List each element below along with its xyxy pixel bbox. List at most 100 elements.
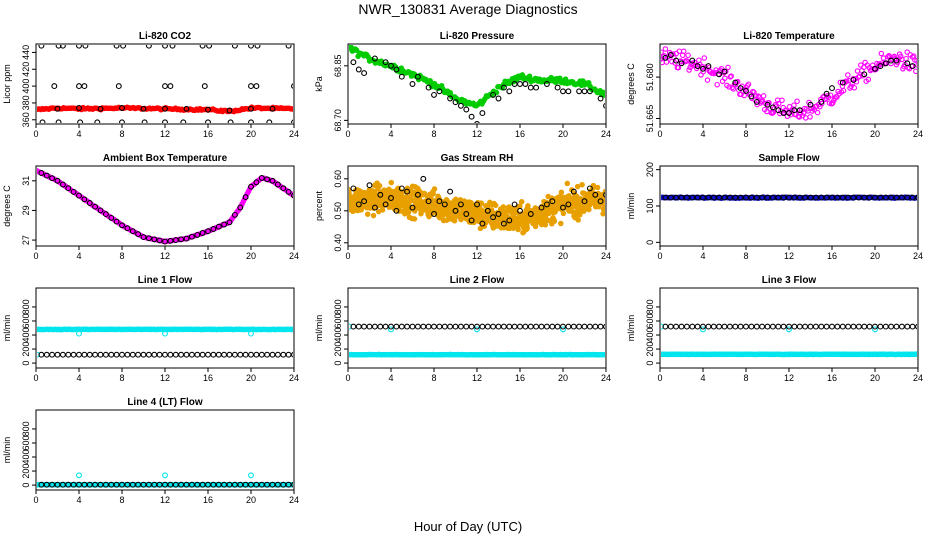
hourly-point [500,84,507,91]
hourly-point [237,204,244,211]
hourly-point [167,351,174,358]
hourly-point [425,323,432,330]
hourly-point [764,323,771,330]
hourly-point [102,481,109,488]
hourly-point [371,323,378,330]
rh-point [575,217,581,223]
x-tick-label: 24 [289,251,299,261]
hourly-point [274,351,281,358]
hourly-point [667,323,674,330]
temp-point [696,57,702,63]
hourly-point [872,194,878,201]
hourly-point [350,185,357,192]
x-tick-label: 12 [160,129,170,139]
hourly-point [872,323,878,330]
hourly-point [786,194,792,201]
hourly-point [436,198,443,205]
cal-mid-point [248,83,254,90]
hourly-point [592,323,599,330]
hourly-point [484,323,491,330]
hourly-point [786,323,792,330]
y-tick-label: 800 [21,299,31,314]
hourly-point [242,481,249,488]
hourly-point [667,52,674,58]
temp-point [755,93,761,99]
x-tick-label: 4 [388,373,393,383]
y-tick-label: 0 [21,483,31,488]
hourly-point [371,55,378,62]
panel-title: Ambient Box Temperature [103,153,228,164]
pressure-point [427,78,433,84]
hourly-point [743,323,749,330]
hourly-point [129,351,136,358]
line4-spikes-point [248,472,254,479]
hourly-point [409,204,416,211]
x-tick-label: 0 [345,251,350,261]
temp-point [718,65,725,72]
hourly-point [490,214,497,221]
hourly-point [253,351,260,358]
cal-hi-point [254,45,261,49]
hourly-point [38,351,45,358]
y-axis-label: Licor ppm [2,64,12,104]
hourly-point [581,323,588,330]
hourly-point [576,88,583,95]
hourly-point [694,194,701,201]
hourly-point [43,172,50,179]
hourly-point [769,323,776,330]
hourly-point [167,481,174,488]
cal-hi-point [38,45,45,49]
hourly-point [70,188,77,195]
hourly-point [678,323,685,330]
rh-point [601,204,605,210]
hourly-point [506,323,513,330]
line1-low-point [162,330,168,337]
hourly-point [872,65,878,72]
hourly-point [468,217,475,224]
hourly-point [495,95,502,102]
hourly-point [54,177,61,184]
hourly-point [565,323,572,330]
y-axis-label: ml/min [626,315,636,342]
hourly-point [495,323,502,330]
pressure-point [526,73,533,79]
x-tick-label: 20 [558,373,568,383]
hourly-point [398,73,405,80]
hourly-point [38,481,45,488]
hourly-point [543,323,550,330]
temp-point [759,98,766,104]
hourly-point [479,220,486,227]
hourly-point [436,88,443,95]
cal-hi-point [169,45,176,49]
cal-hi-point [82,45,89,49]
x-tick-label: 20 [558,251,568,261]
hourly-point [549,198,556,205]
temp-point [726,84,732,90]
hourly-point [732,323,739,330]
hourly-point [377,323,384,330]
hourly-point [441,201,448,208]
rh-point [560,210,567,217]
hourly-point [743,194,749,201]
hourly-point [264,351,271,358]
hourly-point [248,351,254,358]
hourly-point [748,93,755,100]
temp-point [725,64,731,71]
temp-point [878,50,885,57]
hourly-point [221,221,228,228]
hourly-point [603,192,605,198]
hourly-point [597,95,604,102]
hourly-point [543,81,550,87]
hourly-point [533,84,540,91]
hourly-point [915,194,917,201]
hourly-point [49,175,56,182]
hourly-point [226,481,233,488]
x-tick-label: 24 [601,373,611,383]
hourly-point [845,323,852,330]
hourly-point [490,323,497,330]
x-tick-label: 24 [289,129,299,139]
rh-point [379,207,386,213]
cal-step-point [97,105,104,112]
temp-point [741,92,747,99]
hourly-point [700,323,706,330]
